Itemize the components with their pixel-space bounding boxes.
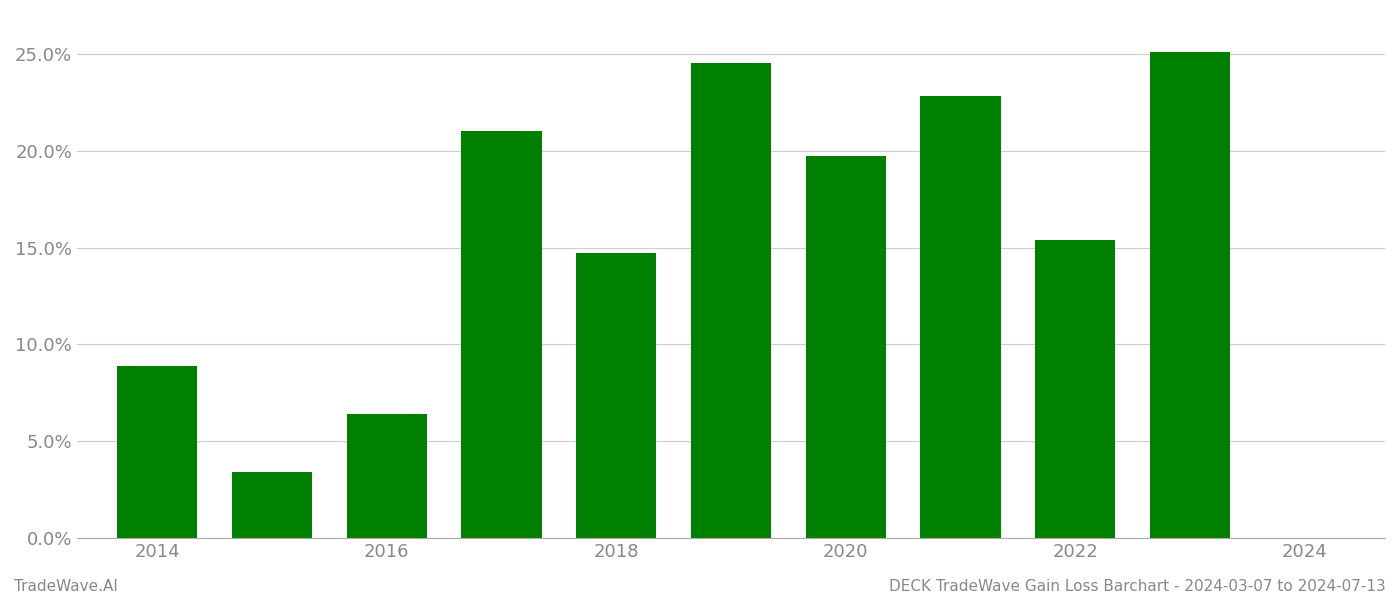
Bar xyxy=(690,64,771,538)
Bar xyxy=(232,472,312,538)
Bar xyxy=(462,131,542,538)
Bar xyxy=(805,157,886,538)
Bar xyxy=(920,97,1001,538)
Text: TradeWave.AI: TradeWave.AI xyxy=(14,579,118,594)
Bar xyxy=(1035,240,1116,538)
Bar xyxy=(575,253,657,538)
Text: DECK TradeWave Gain Loss Barchart - 2024-03-07 to 2024-07-13: DECK TradeWave Gain Loss Barchart - 2024… xyxy=(889,579,1386,594)
Bar xyxy=(347,414,427,538)
Bar xyxy=(118,365,197,538)
Bar xyxy=(1149,52,1231,538)
